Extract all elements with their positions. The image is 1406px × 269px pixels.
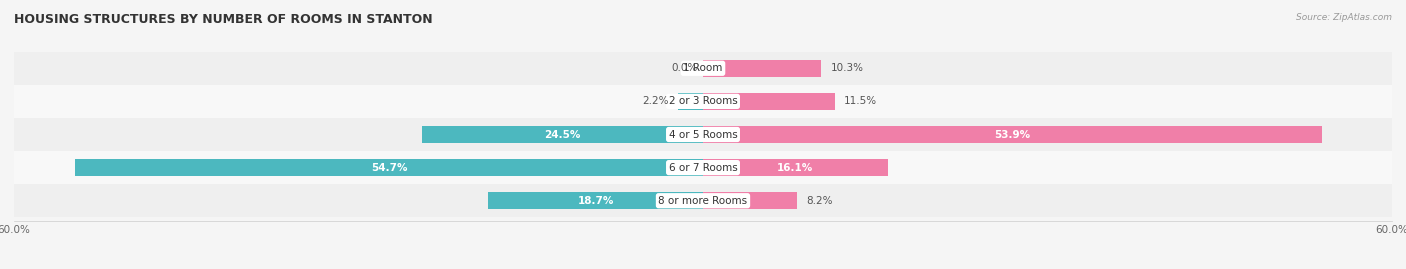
Bar xyxy=(75,159,703,176)
Text: 1 Room: 1 Room xyxy=(683,63,723,73)
Bar xyxy=(703,60,821,77)
Text: 6 or 7 Rooms: 6 or 7 Rooms xyxy=(669,162,737,173)
Text: 11.5%: 11.5% xyxy=(844,96,877,107)
Text: 0.0%: 0.0% xyxy=(671,63,697,73)
Bar xyxy=(422,126,703,143)
Text: 8 or more Rooms: 8 or more Rooms xyxy=(658,196,748,206)
Text: 2.2%: 2.2% xyxy=(643,96,669,107)
Text: Source: ZipAtlas.com: Source: ZipAtlas.com xyxy=(1296,13,1392,22)
Bar xyxy=(14,151,1392,184)
Text: 10.3%: 10.3% xyxy=(831,63,863,73)
Text: HOUSING STRUCTURES BY NUMBER OF ROOMS IN STANTON: HOUSING STRUCTURES BY NUMBER OF ROOMS IN… xyxy=(14,13,433,26)
Bar xyxy=(488,192,703,209)
Bar xyxy=(14,184,1392,217)
Text: 53.9%: 53.9% xyxy=(994,129,1031,140)
Bar xyxy=(678,93,703,110)
Bar xyxy=(14,52,1392,85)
Text: 16.1%: 16.1% xyxy=(778,162,814,173)
Bar xyxy=(703,192,797,209)
Text: 24.5%: 24.5% xyxy=(544,129,581,140)
Bar xyxy=(14,85,1392,118)
Text: 8.2%: 8.2% xyxy=(807,196,832,206)
Text: 54.7%: 54.7% xyxy=(371,162,408,173)
Bar xyxy=(703,93,835,110)
Text: 2 or 3 Rooms: 2 or 3 Rooms xyxy=(669,96,737,107)
Bar xyxy=(703,126,1322,143)
Bar xyxy=(703,159,887,176)
Bar xyxy=(14,118,1392,151)
Text: 18.7%: 18.7% xyxy=(578,196,614,206)
Text: 4 or 5 Rooms: 4 or 5 Rooms xyxy=(669,129,737,140)
